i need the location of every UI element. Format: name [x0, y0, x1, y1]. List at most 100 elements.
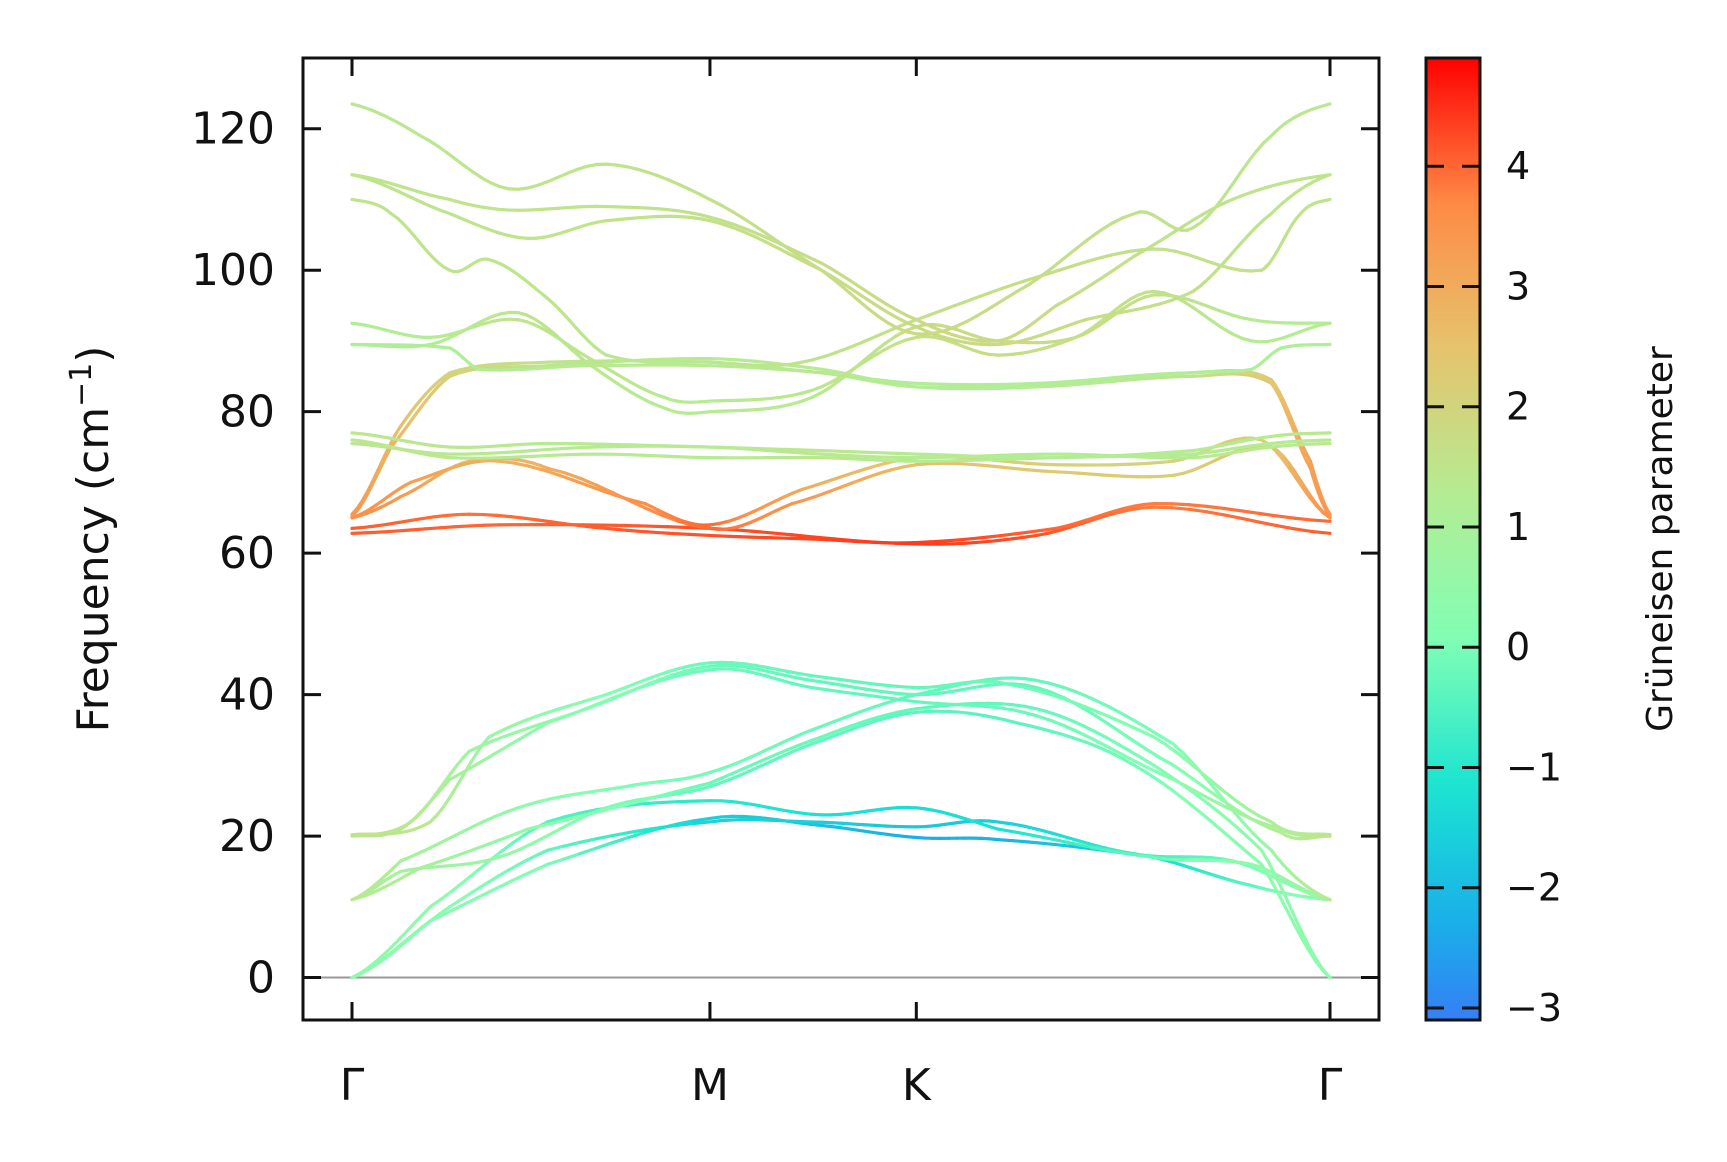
band-segment [697, 661, 712, 666]
band-segment [545, 857, 566, 866]
band-segment [719, 814, 734, 819]
band-segment [504, 831, 519, 839]
band-segment [1240, 881, 1254, 888]
band-segment [1064, 835, 1082, 843]
band-segment [1074, 518, 1088, 526]
band-segment [506, 443, 520, 447]
band-segment [1199, 770, 1215, 784]
band-segment [857, 377, 871, 383]
band-segment [719, 203, 734, 214]
band-segment [432, 513, 448, 519]
band-segment [461, 847, 476, 855]
band-segment [1221, 830, 1238, 845]
band-segment [1254, 141, 1266, 154]
band-segment [1201, 207, 1215, 216]
band-segment [799, 684, 814, 690]
band-segment [1097, 222, 1113, 233]
band-segment [950, 702, 967, 707]
band-segment [769, 395, 783, 401]
band-segment [563, 342, 575, 353]
band-segment [1225, 806, 1240, 815]
band-segment [1196, 808, 1213, 823]
band-segment [1130, 758, 1148, 769]
band-segment [1074, 238, 1090, 251]
band-segment [1034, 531, 1050, 538]
band-segment [438, 905, 452, 916]
band-segment [786, 743, 801, 752]
band-segment [1230, 332, 1244, 340]
band-segment [379, 529, 398, 534]
band-segment [625, 216, 639, 221]
band-segment [1136, 451, 1154, 457]
band-21 [350, 293, 1332, 415]
band-segment [562, 362, 582, 367]
band-segment [749, 764, 763, 773]
band-segment [389, 186, 403, 195]
band-24 [350, 173, 1332, 343]
band-segment [1182, 783, 1197, 793]
band-segment [1027, 840, 1047, 846]
band-segment [457, 368, 471, 375]
band-segment [579, 356, 591, 366]
band-segment [399, 447, 413, 453]
band-segment [708, 215, 723, 222]
band-segment [880, 327, 896, 336]
band-segment [1325, 197, 1332, 202]
band-segment [1009, 822, 1027, 828]
band-segment [615, 217, 629, 222]
band-segment [1191, 305, 1205, 317]
band-segment [728, 773, 743, 781]
band-segment [1301, 932, 1312, 949]
band-segment [547, 328, 559, 339]
band-segment [609, 692, 626, 701]
band-segment [597, 697, 613, 706]
band-14 [350, 357, 1332, 518]
band-segment [985, 714, 999, 720]
band-segment [481, 814, 497, 824]
band-segment [418, 134, 431, 143]
band-segment [838, 283, 852, 295]
band-segment [1113, 474, 1129, 478]
band-segment [728, 667, 743, 672]
band-segment [572, 814, 587, 824]
band-segment [867, 378, 880, 384]
band-segment [521, 454, 540, 459]
band-segment [926, 687, 942, 694]
band-segment [752, 803, 768, 809]
band-segment [697, 533, 712, 538]
band-segment [428, 193, 442, 200]
band-segment [389, 181, 403, 189]
band-segment [1140, 756, 1156, 767]
band-segment [857, 285, 871, 295]
band-segment [830, 682, 845, 687]
band-segment [872, 688, 887, 694]
band-segment [1023, 824, 1041, 832]
band-segment [389, 436, 403, 442]
band-segment [1089, 736, 1107, 748]
band-segment [389, 944, 403, 956]
band-segment [986, 538, 1003, 544]
band-segment [555, 171, 569, 180]
band-segment [741, 216, 757, 228]
band-segment [819, 367, 833, 373]
band-segment [764, 231, 779, 243]
band-segment [559, 793, 574, 799]
band-segment [883, 690, 897, 695]
band-segment [1010, 676, 1027, 681]
band-segment [659, 823, 680, 830]
band-segment [1026, 461, 1044, 466]
band-segment [536, 207, 550, 212]
band-segment [1150, 372, 1168, 378]
band-segment [369, 441, 383, 447]
band-segment [1148, 302, 1163, 309]
band-segment [1160, 473, 1176, 478]
band-segment [718, 764, 732, 771]
band-segment [399, 184, 413, 191]
band-segment [506, 738, 520, 748]
band-segment [522, 868, 538, 877]
band-segment [604, 218, 619, 223]
band-segment [562, 470, 582, 480]
band-segment [1285, 406, 1293, 420]
band-segment [1128, 248, 1144, 253]
